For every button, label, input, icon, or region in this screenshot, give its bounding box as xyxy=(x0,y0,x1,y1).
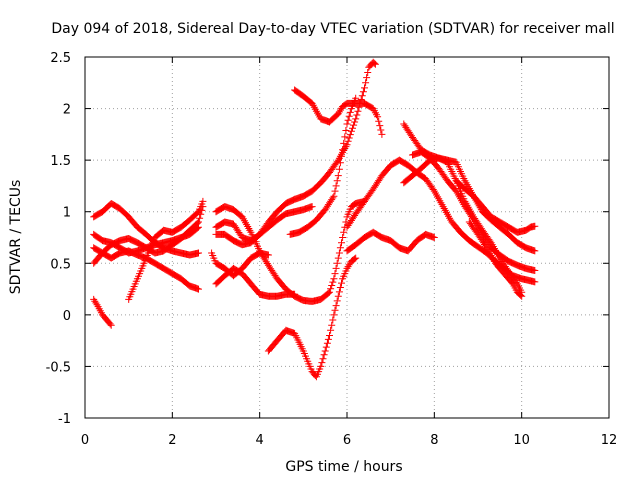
series-prn-e xyxy=(125,197,207,303)
x-tick-label: 4 xyxy=(256,433,264,448)
point-markers xyxy=(343,228,438,255)
y-tick-label: 1.5 xyxy=(50,154,71,169)
data-points xyxy=(90,58,539,381)
point-markers xyxy=(125,197,207,303)
x-tick-label: 2 xyxy=(168,433,176,448)
series-prn-f xyxy=(90,295,115,329)
point-markers xyxy=(291,86,386,138)
y-axis-label: SDTVAR / TECUs xyxy=(8,180,24,295)
x-tick-label: 10 xyxy=(513,433,530,448)
series-prn-j xyxy=(212,264,299,300)
series-prn-l xyxy=(264,254,360,381)
x-tick-label: 12 xyxy=(601,433,618,448)
y-tick-label: -1 xyxy=(58,412,71,427)
y-tick-label: 2.5 xyxy=(50,51,71,66)
point-markers xyxy=(212,203,316,249)
x-axis-label: GPS time / hours xyxy=(285,459,402,475)
series-prn-s xyxy=(409,148,539,274)
y-tick-label: 0 xyxy=(63,309,71,324)
series-prn-u xyxy=(465,218,526,300)
point-markers xyxy=(264,254,360,381)
series-prn-m xyxy=(291,86,386,138)
grid-lines xyxy=(85,57,609,418)
chart-title: Day 094 of 2018, Sidereal Day-to-day VTE… xyxy=(51,21,614,37)
point-markers xyxy=(90,295,115,329)
x-tick-label: 6 xyxy=(343,433,351,448)
point-markers xyxy=(465,218,526,300)
y-tick-label: -0.5 xyxy=(46,360,71,375)
series-prn-k xyxy=(212,197,368,305)
series-prn-t xyxy=(452,177,539,236)
y-tick-label: 1 xyxy=(63,206,71,221)
point-markers xyxy=(212,197,368,305)
y-tick-label: 2 xyxy=(63,103,71,118)
point-markers xyxy=(286,94,360,238)
y-tick-label: 0.5 xyxy=(50,257,71,272)
x-tick-label: 8 xyxy=(430,433,438,448)
series-prn-h xyxy=(212,203,316,249)
point-markers xyxy=(212,264,299,300)
point-markers xyxy=(409,148,539,274)
series-prn-n xyxy=(286,94,360,238)
y-tick-labels: -1 -0.5 0 0.5 1 1.5 2 2.5 xyxy=(46,51,71,427)
series-prn-p xyxy=(343,228,438,255)
axis-ticks xyxy=(84,56,610,419)
point-markers xyxy=(452,177,539,236)
x-tick-label: 0 xyxy=(81,433,89,448)
x-tick-labels: 0 2 4 6 8 10 12 xyxy=(81,433,617,448)
